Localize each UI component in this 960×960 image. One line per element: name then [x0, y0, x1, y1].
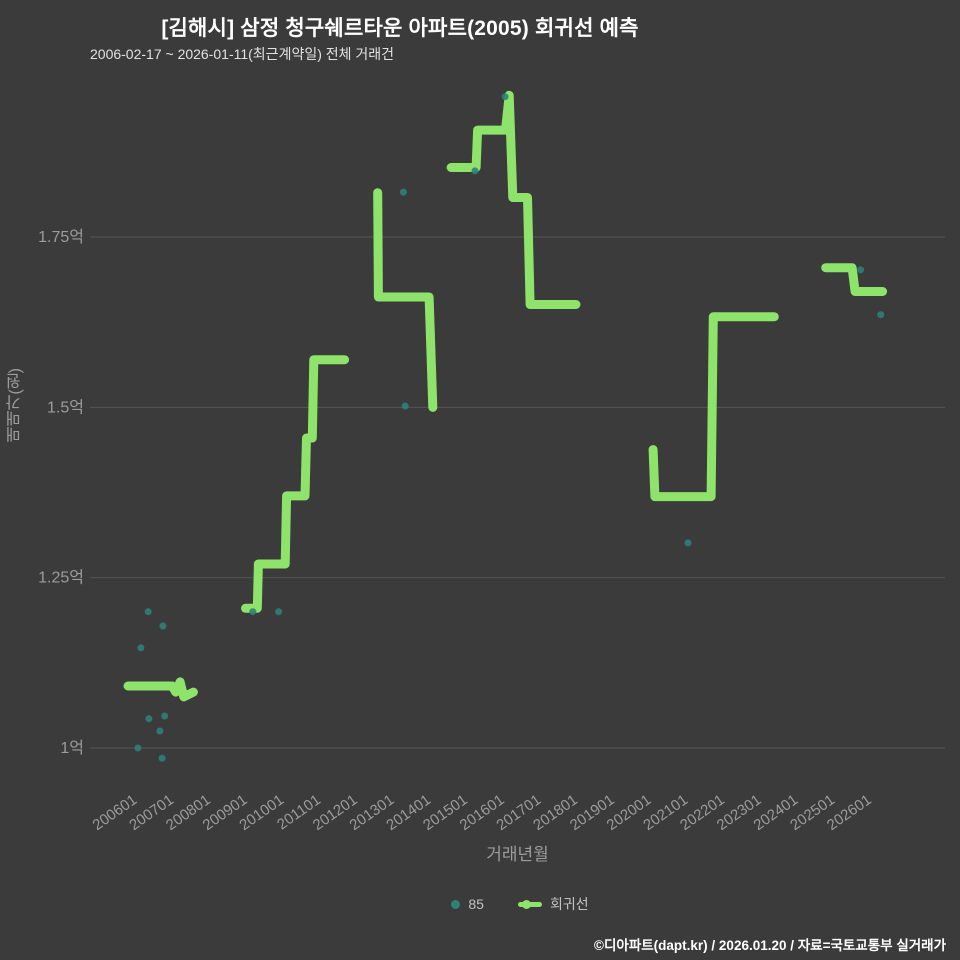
regression-line-segment [648, 312, 779, 502]
scatter-point[interactable] [158, 754, 166, 762]
line-legend-icon [517, 899, 542, 909]
scatter-point[interactable] [275, 608, 283, 616]
scatter-point[interactable] [159, 622, 167, 630]
regression-line-segment [241, 355, 350, 613]
regression-line-segment [446, 90, 581, 309]
y-tick-label: 1억 [60, 739, 84, 757]
scatter-point[interactable] [401, 402, 409, 410]
scatter-point[interactable] [399, 188, 407, 196]
x-axis-title: 거래년월 [486, 845, 549, 864]
regression-line-segment [373, 188, 438, 412]
regression-line-segment [123, 677, 198, 702]
regression-line-segment [821, 263, 888, 296]
chart-legend: 85 회귀선 [80, 894, 960, 914]
scatter-point[interactable] [145, 715, 153, 723]
y-tick-label: 1.5억 [47, 398, 84, 416]
page-title: [김해시] 삼정 청구쉐르타운 아파트(2005) 회귀선 예측 [161, 17, 639, 40]
scatter-point[interactable] [684, 539, 692, 547]
scatter-point[interactable] [137, 644, 145, 652]
footer-credit: ©디아파트(dapt.kr) / 2026.01.20 / 자료=국토교통부 실… [594, 938, 946, 953]
scatter-point[interactable] [501, 93, 509, 101]
legend-item-85[interactable]: 85 [451, 896, 484, 912]
scatter-legend-icon [451, 899, 461, 909]
scatter-point[interactable] [161, 712, 169, 720]
y-tick-label: 1.25억 [38, 569, 84, 587]
scatter-point[interactable] [249, 608, 257, 616]
line-legend-dot-icon [521, 899, 531, 909]
scatter-point[interactable] [877, 311, 885, 319]
legend-item-regression[interactable]: 회귀선 [517, 894, 589, 914]
scatter-point[interactable] [471, 167, 479, 175]
page-subtitle: 2006-02-17 ~ 2026-01-11(최근계약일) 전체 거래건 [90, 46, 395, 62]
scatter-point[interactable] [857, 266, 865, 274]
scatter-point[interactable] [144, 608, 152, 616]
scatter-point[interactable] [156, 727, 164, 735]
y-axis-title: 매매가(원) [7, 368, 24, 443]
legend-label-regression: 회귀선 [549, 896, 589, 912]
y-tick-label: 1.75억 [38, 228, 84, 246]
legend-label-85: 85 [468, 896, 484, 912]
scatter-point[interactable] [134, 744, 142, 752]
